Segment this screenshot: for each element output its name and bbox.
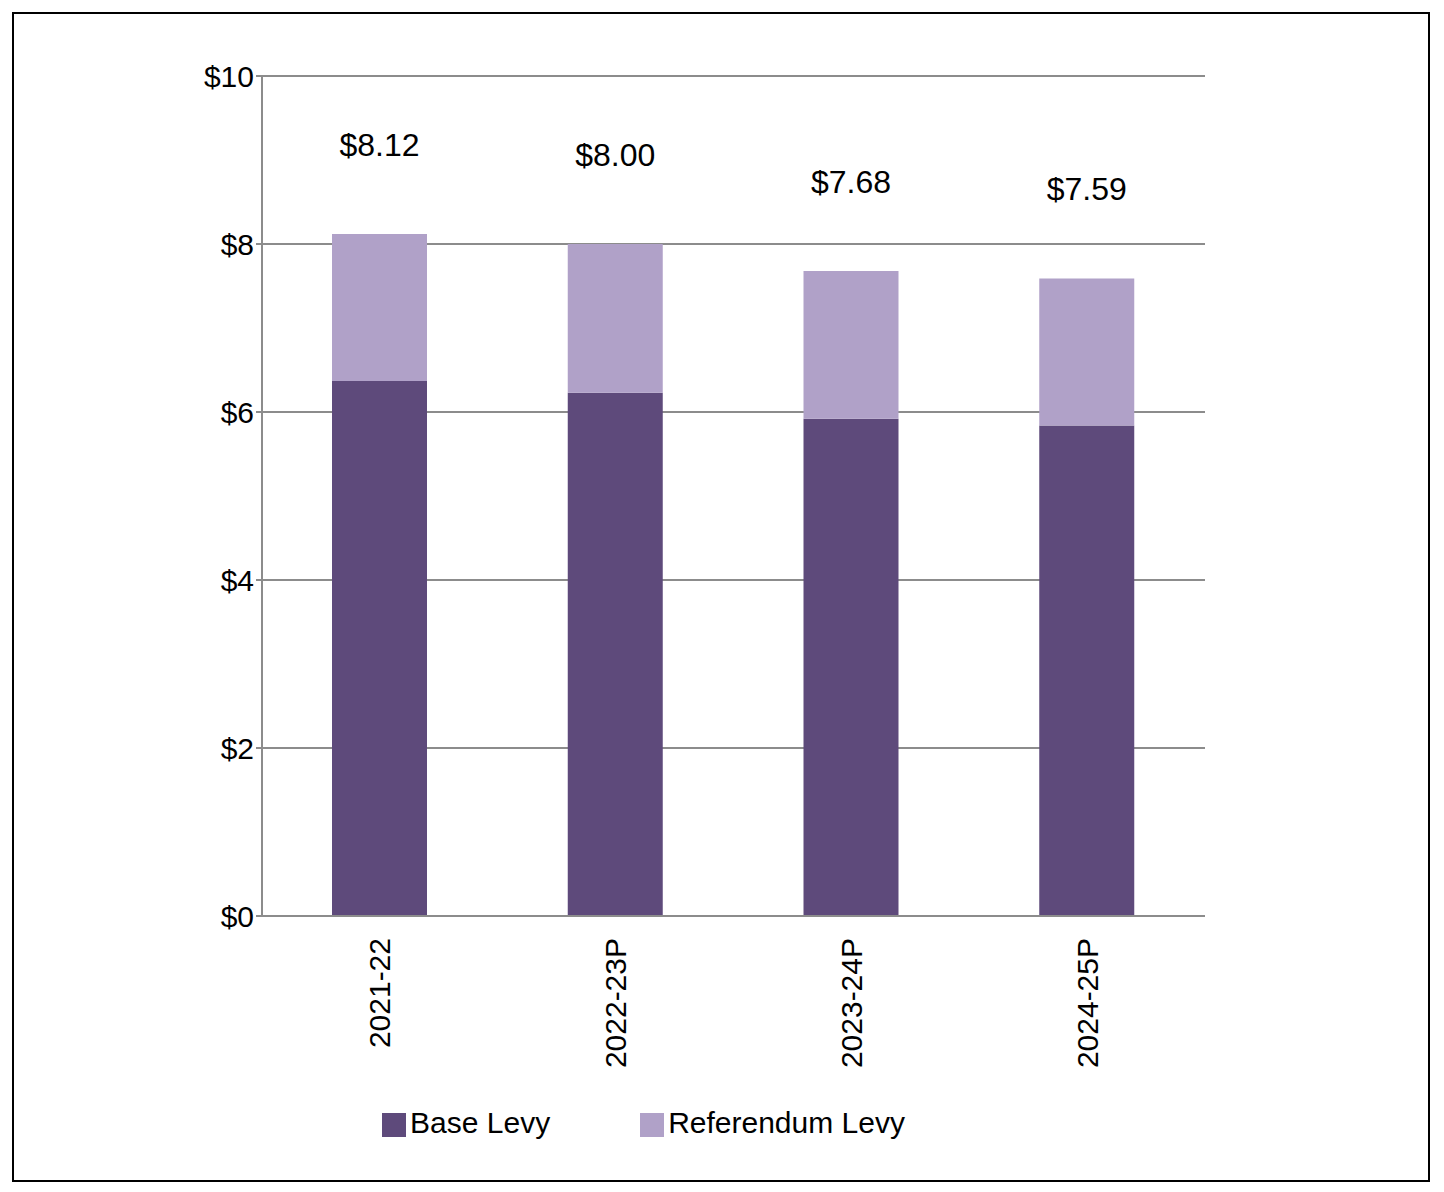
svg-text:2024-25P: 2024-25P [1071, 938, 1104, 1068]
svg-text:$7.59: $7.59 [1047, 171, 1127, 207]
svg-text:$8.00: $8.00 [575, 137, 655, 173]
svg-text:2022-23P: 2022-23P [599, 938, 632, 1068]
html-text:Referendum Levy: Referendum Levy [668, 1106, 905, 1139]
html-text:Base Levy: Base Levy [410, 1106, 551, 1139]
svg-text:2021-22: 2021-22 [363, 938, 396, 1048]
svg-text:2023-24P: 2023-24P [835, 938, 868, 1068]
svg-text:$4: $4 [221, 564, 254, 597]
svg-text:$8: $8 [221, 228, 254, 261]
svg-text:$10: $10 [204, 60, 254, 93]
svg-text:$2: $2 [221, 732, 254, 765]
svg-text:$6: $6 [221, 396, 254, 429]
svg-text:$0: $0 [221, 900, 254, 933]
svg-text:$8.12: $8.12 [339, 127, 419, 163]
svg-text:$7.68: $7.68 [811, 164, 891, 200]
